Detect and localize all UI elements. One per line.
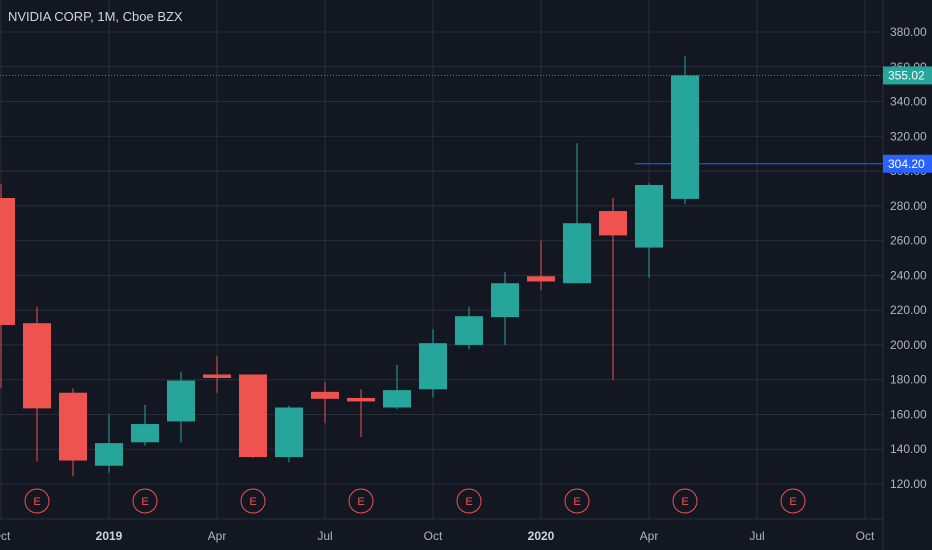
x-tick-label: Oct: [424, 529, 443, 543]
earnings-marker[interactable]: E: [564, 488, 590, 514]
x-tick-label: 2019: [96, 529, 123, 543]
candle-body: [419, 343, 447, 390]
x-tick-label: Oct: [856, 529, 875, 543]
candle: [203, 356, 231, 393]
earnings-marker-circle: [456, 488, 482, 514]
y-tick-label: 340.00: [890, 95, 927, 109]
candle-body: [0, 198, 15, 325]
earnings-marker-label: E: [573, 496, 580, 508]
earnings-marker-label: E: [33, 496, 40, 508]
candle-body: [131, 424, 159, 443]
earnings-marker-circle: [780, 488, 806, 514]
candle-body: [527, 276, 555, 282]
x-tick-label: 2020: [528, 529, 555, 543]
candle: [239, 374, 267, 458]
candle: [275, 405, 303, 463]
earnings-marker[interactable]: E: [132, 488, 158, 514]
earnings-marker[interactable]: E: [672, 488, 698, 514]
candle: [599, 198, 627, 380]
candle-body: [203, 374, 231, 378]
candle-body: [347, 397, 375, 402]
candle: [347, 389, 375, 438]
candle: [23, 306, 51, 462]
y-tick-label: 220.00: [890, 303, 927, 317]
earnings-marker[interactable]: E: [456, 488, 482, 514]
y-tick-label: 180.00: [890, 373, 927, 387]
candle-body: [167, 380, 195, 422]
earnings-marker-label: E: [465, 496, 472, 508]
candle: [527, 240, 555, 291]
candle: [131, 404, 159, 446]
candle-body: [311, 391, 339, 399]
candle: [0, 184, 15, 389]
candle: [383, 364, 411, 410]
y-tick-label: 240.00: [890, 268, 927, 282]
earnings-marker[interactable]: E: [348, 488, 374, 514]
x-tick-label: Jul: [317, 529, 332, 543]
candle: [311, 382, 339, 424]
candle: [491, 271, 519, 345]
x-tick-label: Apr: [640, 529, 659, 543]
earnings-marker-label: E: [141, 496, 148, 508]
candle: [455, 306, 483, 350]
last-price-label-bg: [883, 66, 932, 85]
y-tick-label: 320.00: [890, 129, 927, 143]
earnings-marker-circle: [348, 488, 374, 514]
candle-body: [491, 283, 519, 318]
earnings-marker-circle: [564, 488, 590, 514]
candle-body: [671, 75, 699, 199]
last-price-label: 355.02: [883, 66, 932, 85]
time-axis[interactable]: Oct 2019 Apr Jul Oct 2020 Apr Jul Oct: [0, 529, 875, 543]
candle-body: [383, 390, 411, 408]
earnings-marker-label: E: [789, 496, 796, 508]
candle: [167, 371, 195, 443]
earnings-marker-circle: [132, 488, 158, 514]
y-tick-label: 200.00: [890, 338, 927, 352]
chart-title: NVIDIA CORP, 1M, Cboe BZX: [8, 9, 183, 24]
candle: [671, 56, 699, 205]
y-tick-label: 120.00: [890, 477, 927, 491]
candle-body: [95, 443, 123, 466]
earnings-marker-label: E: [681, 496, 688, 508]
candle-body: [635, 184, 663, 248]
candle-body: [275, 407, 303, 458]
y-tick-label: 280.00: [890, 199, 927, 213]
candle-body: [563, 223, 591, 284]
earnings-marker-circle: [672, 488, 698, 514]
candle-body: [59, 392, 87, 461]
candles-layer: [0, 56, 699, 477]
earnings-marker-circle: [240, 488, 266, 514]
horizontal-line-label-text: 304.20: [888, 157, 925, 171]
candle: [635, 183, 663, 278]
earnings-marker-label: E: [249, 496, 256, 508]
horizontal-line-label: 304.20: [883, 154, 932, 173]
earnings-marker-label: E: [357, 496, 364, 508]
x-tick-label: Jul: [749, 529, 764, 543]
candle: [59, 388, 87, 477]
candle-body: [455, 316, 483, 345]
y-tick-label: 260.00: [890, 234, 927, 248]
y-tick-label: 140.00: [890, 442, 927, 456]
y-tick-label: 160.00: [890, 407, 927, 421]
earnings-marker[interactable]: E: [780, 488, 806, 514]
earnings-marker[interactable]: E: [24, 488, 50, 514]
price-labels-layer: 355.02 304.20: [883, 66, 932, 173]
candle-body: [239, 374, 267, 458]
candle: [419, 329, 447, 398]
x-tick-label: Apr: [208, 529, 227, 543]
x-tick-label: Oct: [0, 529, 11, 543]
earnings-marker[interactable]: E: [240, 488, 266, 514]
horizontal-line-label-bg: [883, 154, 932, 173]
candle: [563, 143, 591, 284]
last-price-label-text: 355.02: [888, 68, 925, 82]
candle: [95, 414, 123, 473]
candle-body: [23, 323, 51, 409]
y-tick-label: 380.00: [890, 25, 927, 39]
earnings-marker-circle: [24, 488, 50, 514]
candle-body: [599, 211, 627, 236]
